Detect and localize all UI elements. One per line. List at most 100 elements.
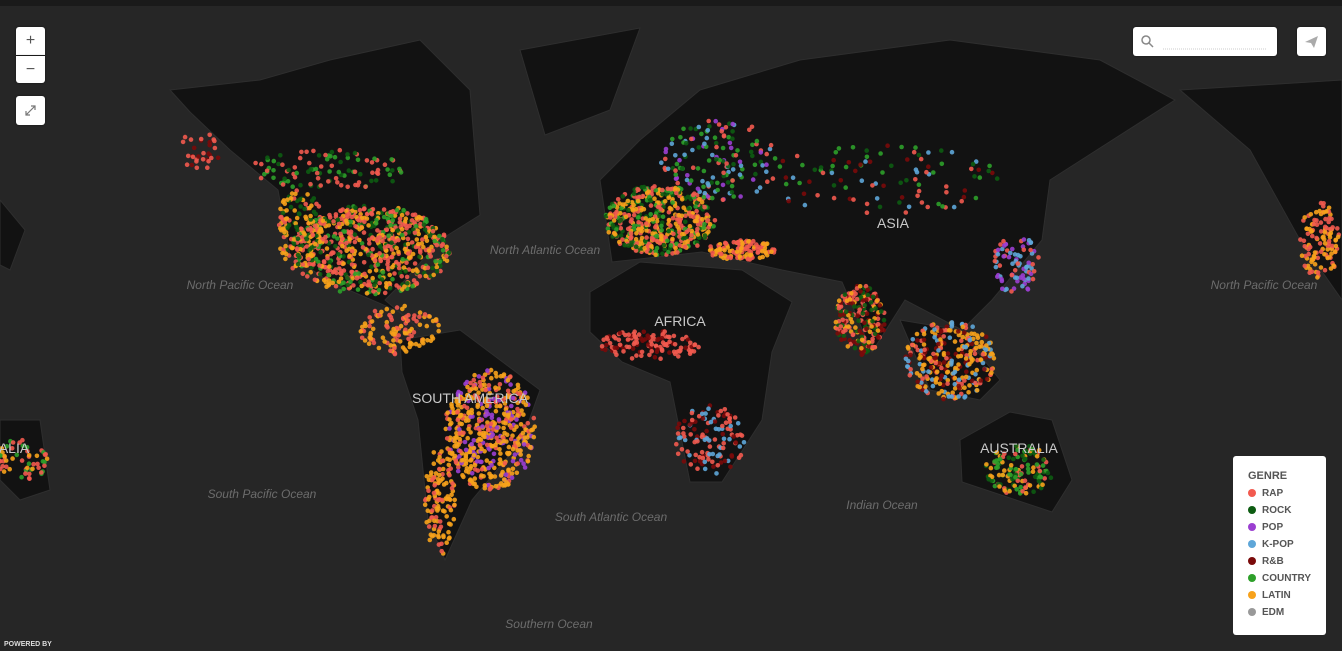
map-point[interactable] — [434, 269, 440, 274]
map-point[interactable] — [423, 234, 429, 240]
map-point[interactable] — [1026, 276, 1031, 281]
map-point[interactable] — [696, 124, 702, 130]
map-point[interactable] — [437, 472, 442, 478]
map-point[interactable] — [390, 309, 396, 315]
map-point[interactable] — [674, 161, 680, 167]
map-point[interactable] — [932, 335, 937, 340]
map-point[interactable] — [292, 208, 298, 213]
map-point[interactable] — [758, 150, 764, 155]
map-point[interactable] — [695, 226, 700, 232]
map-point[interactable] — [836, 146, 842, 151]
map-point[interactable] — [731, 194, 736, 199]
map-point[interactable] — [708, 419, 714, 425]
map-point[interactable] — [910, 337, 916, 342]
map-point[interactable] — [960, 324, 966, 330]
map-point[interactable] — [194, 165, 200, 171]
map-point[interactable] — [386, 233, 391, 239]
map-point[interactable] — [1312, 250, 1318, 255]
map-point[interactable] — [674, 190, 679, 196]
map-point[interactable] — [673, 168, 678, 173]
map-point[interactable] — [949, 360, 954, 366]
map-point[interactable] — [926, 369, 931, 374]
map-point[interactable] — [649, 342, 655, 347]
map-point[interactable] — [445, 410, 451, 416]
map-point[interactable] — [882, 322, 887, 327]
map-point[interactable] — [198, 136, 204, 142]
map-point[interactable] — [344, 208, 349, 214]
map-point[interactable] — [483, 387, 489, 393]
map-point[interactable] — [737, 254, 743, 259]
map-point[interactable] — [282, 230, 287, 235]
map-point[interactable] — [755, 244, 761, 250]
map-point[interactable] — [1335, 234, 1341, 240]
map-point[interactable] — [710, 451, 716, 457]
map-point[interactable] — [299, 226, 304, 232]
map-point[interactable] — [444, 540, 450, 545]
map-point[interactable] — [489, 463, 494, 468]
map-point[interactable] — [312, 223, 318, 229]
map-point[interactable] — [190, 154, 196, 160]
map-point[interactable] — [505, 388, 511, 394]
map-point[interactable] — [869, 324, 874, 329]
map-point[interactable] — [281, 226, 286, 231]
map-point[interactable] — [722, 407, 728, 412]
map-point[interactable] — [976, 167, 981, 173]
map-point[interactable] — [833, 150, 839, 155]
map-point[interactable] — [336, 252, 341, 257]
map-point[interactable] — [482, 483, 488, 488]
map-point[interactable] — [446, 250, 452, 255]
map-point[interactable] — [936, 391, 941, 396]
map-point[interactable] — [465, 384, 470, 390]
map-point[interactable] — [436, 328, 442, 334]
map-point[interactable] — [357, 237, 362, 243]
map-point[interactable] — [671, 333, 677, 339]
map-point[interactable] — [659, 233, 664, 239]
map-point[interactable] — [424, 520, 430, 525]
map-point[interactable] — [1, 469, 7, 474]
map-point[interactable] — [349, 269, 354, 275]
map-point[interactable] — [357, 207, 363, 213]
map-point[interactable] — [859, 346, 864, 351]
map-point[interactable] — [924, 389, 929, 394]
map-point[interactable] — [446, 529, 451, 535]
map-point[interactable] — [692, 342, 697, 348]
map-point[interactable] — [664, 342, 669, 347]
map-point[interactable] — [723, 125, 729, 130]
map-point[interactable] — [863, 159, 868, 164]
map-point[interactable] — [728, 427, 733, 432]
map-point[interactable] — [491, 451, 497, 457]
map-point[interactable] — [437, 497, 442, 502]
map-point[interactable] — [964, 369, 969, 375]
map-point[interactable] — [1028, 271, 1034, 277]
map-point[interactable] — [944, 356, 949, 361]
map-point[interactable] — [719, 251, 724, 257]
map-point[interactable] — [689, 233, 694, 238]
map-point[interactable] — [1298, 237, 1303, 242]
map-point[interactable] — [875, 328, 881, 333]
map-point[interactable] — [642, 337, 648, 342]
map-point[interactable] — [700, 178, 705, 184]
map-point[interactable] — [661, 242, 667, 248]
map-point[interactable] — [1015, 278, 1020, 284]
map-point[interactable] — [426, 497, 431, 502]
map-point[interactable] — [372, 156, 377, 161]
map-point[interactable] — [318, 226, 324, 232]
map-point[interactable] — [405, 236, 411, 242]
map-point[interactable] — [687, 224, 693, 229]
map-point[interactable] — [635, 187, 640, 192]
map-point[interactable] — [438, 263, 443, 269]
map-point[interactable] — [959, 198, 964, 204]
map-point[interactable] — [720, 159, 726, 164]
map-point[interactable] — [685, 173, 690, 178]
map-point[interactable] — [1020, 283, 1025, 289]
map-point[interactable] — [753, 171, 758, 177]
map-point[interactable] — [639, 226, 644, 231]
map-point[interactable] — [327, 215, 333, 220]
map-point[interactable] — [497, 382, 503, 387]
map-point[interactable] — [857, 284, 863, 289]
map-point[interactable] — [654, 233, 659, 239]
map-point[interactable] — [969, 356, 974, 361]
map-point[interactable] — [909, 342, 915, 348]
map-point[interactable] — [1014, 275, 1020, 281]
map-point[interactable] — [962, 395, 967, 400]
